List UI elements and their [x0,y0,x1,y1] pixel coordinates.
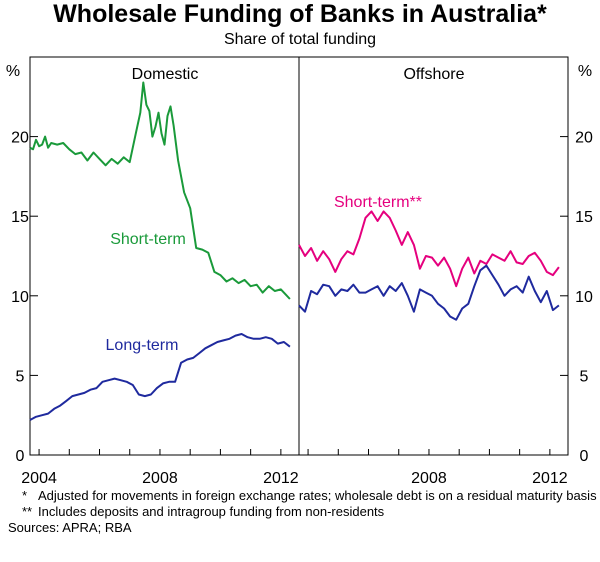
y-tick-label-left: 15 [11,209,29,226]
footnote-2-mark: ** [22,504,33,519]
panel-title-offshore: Offshore [403,66,464,83]
x-tick-label: 2008 [142,470,178,487]
label-domestic-short-term: Short-term [110,231,186,248]
series-offshore-short-term [298,210,560,288]
y-tick-label-right: 5 [580,368,589,385]
chart-title: Wholesale Funding of Banks in Australia* [53,0,547,28]
x-tick-label: 2004 [21,470,57,487]
panel-title-domestic: Domestic [132,66,199,83]
x-tick-label: 2012 [532,470,568,487]
footnote-2-text: Includes deposits and intragroup funding… [38,504,385,519]
series-domestic-long-term [29,333,291,421]
y-tick-label-left: 0 [16,448,25,465]
y-unit-right: % [578,63,592,80]
sources-line: Sources: APRA; RBA [8,520,132,535]
y-tick-label-right: 0 [580,448,589,465]
label-offshore-short-term: Short-term** [334,194,422,211]
y-tick-label-left: 5 [16,368,25,385]
y-unit-left: % [6,63,20,80]
label-domestic-long-term: Long-term [106,337,179,354]
y-tick-label-left: 10 [11,289,29,306]
footnote-1-mark: * [22,488,28,503]
x-tick-label: 2012 [263,470,299,487]
x-tick-label: 2008 [411,470,447,487]
series-offshore-long-term [298,264,560,321]
chart-subtitle: Share of total funding [223,31,377,48]
y-tick-label-right: 10 [575,289,593,306]
footnotes: * Adjusted for movements in foreign exch… [8,488,598,536]
footnote-1: * Adjusted for movements in foreign exch… [8,488,598,504]
series-domestic-short-term [29,81,291,300]
y-tick-label-left: 20 [11,130,29,147]
y-tick-label-right: 20 [575,130,593,147]
footnote-1-text: Adjusted for movements in foreign exchan… [38,488,597,503]
footnote-2: ** Includes deposits and intragroup fund… [8,504,598,520]
y-tick-label-right: 15 [575,209,593,226]
